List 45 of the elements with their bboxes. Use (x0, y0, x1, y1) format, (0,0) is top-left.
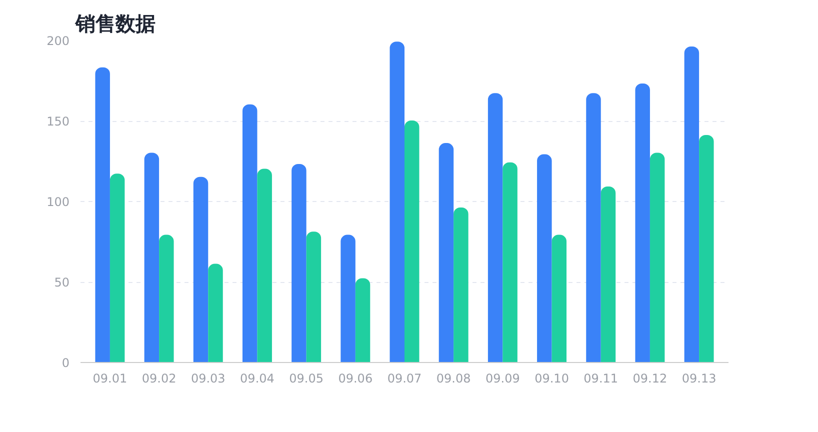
y-tick-label: 100 (46, 195, 70, 209)
bar (454, 207, 468, 362)
x-tick-label: 09.05 (289, 372, 324, 386)
bar (159, 234, 174, 362)
bar (404, 120, 420, 362)
bar (586, 93, 601, 362)
x-tick-label: 09.03 (190, 372, 226, 386)
x-tick-label: 09.07 (387, 372, 422, 386)
bar (488, 93, 503, 362)
bar (684, 46, 700, 362)
bar (144, 152, 160, 362)
bar (438, 143, 454, 362)
bar (208, 264, 223, 362)
bar (699, 134, 714, 362)
bar (242, 104, 258, 362)
chart-title: 销售数据 (74, 12, 156, 36)
x-tick-label: 09.13 (682, 372, 716, 386)
bar (306, 232, 322, 362)
y-tick-label: 0 (62, 356, 70, 370)
x-tick-label: 09.09 (486, 372, 520, 386)
x-tick-label: 09.11 (584, 372, 618, 386)
bar (502, 162, 518, 362)
x-tick-label: 09.06 (338, 372, 373, 386)
bar (537, 154, 552, 362)
x-tick-label: 09.10 (534, 372, 569, 386)
bar (292, 164, 306, 362)
bar (355, 278, 370, 362)
bar (635, 83, 650, 362)
x-tick-label: 09.08 (436, 372, 471, 386)
y-tick-label: 200 (46, 34, 70, 48)
bar (257, 168, 272, 362)
x-tick-label: 09.02 (142, 372, 176, 386)
bar (110, 174, 125, 362)
bar (650, 152, 665, 362)
x-tick-label: 09.01 (92, 372, 128, 386)
bar (340, 234, 356, 362)
x-tick-label: 09.12 (632, 372, 668, 386)
bar (193, 176, 208, 362)
y-tick-label: 150 (46, 114, 70, 128)
y-tick-label: 50 (54, 276, 70, 290)
bar (552, 234, 567, 362)
bar (600, 186, 616, 362)
x-tick-label: 09.04 (240, 372, 274, 386)
bar (390, 42, 405, 362)
bar (95, 67, 110, 362)
